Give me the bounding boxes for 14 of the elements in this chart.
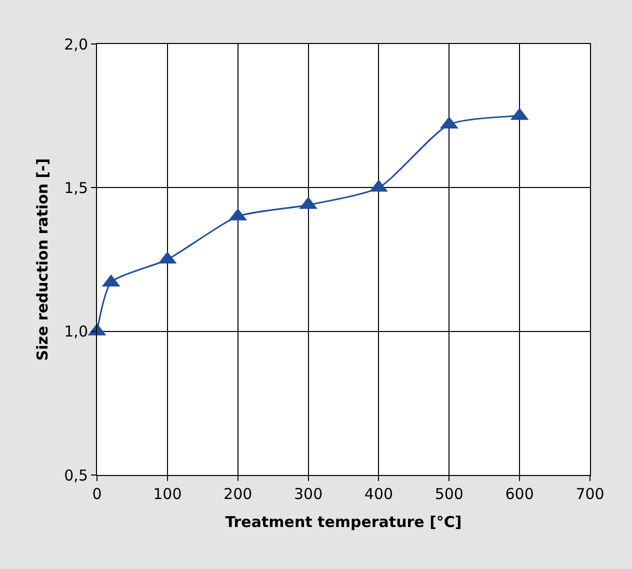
y-tick-label: 1,0 xyxy=(64,322,88,341)
y-axis-title: Size reduction ration [-] xyxy=(33,158,52,361)
x-tick-label: 0 xyxy=(92,485,102,503)
x-tick-label: 700 xyxy=(576,485,604,503)
x-tick-label: 200 xyxy=(224,485,252,503)
y-tick-label: 2,0 xyxy=(64,35,88,54)
x-axis-title: Treatment temperature [°C] xyxy=(225,513,462,531)
y-tick-label: 0,5 xyxy=(64,466,88,484)
x-tick-label: 600 xyxy=(505,485,534,503)
y-tick-label: 1,5 xyxy=(64,178,88,197)
x-tick-label: 300 xyxy=(294,485,323,503)
x-tick-label: 500 xyxy=(434,485,464,503)
x-tick-label: 100 xyxy=(153,485,182,503)
x-tick-label: 400 xyxy=(364,485,394,503)
